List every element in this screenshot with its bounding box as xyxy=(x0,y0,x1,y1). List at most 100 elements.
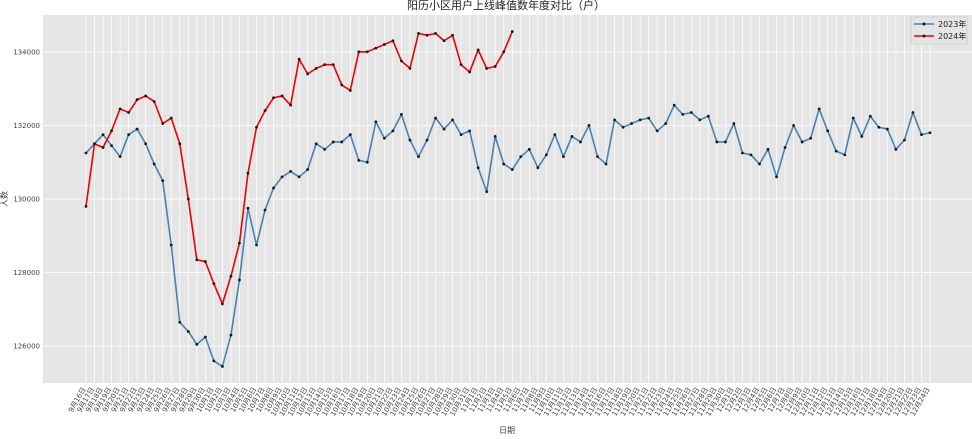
data-point xyxy=(272,186,275,190)
data-point xyxy=(843,153,847,157)
data-point xyxy=(604,162,608,166)
data-point xyxy=(920,133,923,137)
data-point xyxy=(510,168,514,171)
data-point xyxy=(195,258,199,262)
data-point xyxy=(186,197,190,201)
data-point xyxy=(527,147,531,151)
data-point xyxy=(255,243,258,247)
data-point xyxy=(348,133,352,137)
data-point xyxy=(647,116,651,120)
data-point xyxy=(323,63,327,67)
data-point xyxy=(425,138,429,142)
y-tick-label: 128000 xyxy=(13,269,40,277)
data-point xyxy=(664,122,668,125)
data-point xyxy=(127,111,131,114)
data-point xyxy=(894,147,898,151)
data-point xyxy=(510,30,514,33)
data-point xyxy=(238,278,241,282)
data-point xyxy=(306,72,310,76)
data-point xyxy=(93,142,96,146)
data-point xyxy=(826,129,830,133)
data-point xyxy=(553,133,557,137)
data-point xyxy=(118,155,122,159)
legend-marker xyxy=(922,34,926,38)
data-point xyxy=(374,120,378,124)
data-point xyxy=(783,146,787,149)
x-axis-ticks: 9月16日9月17日9月18日9月19日9月20日9月21日9月22日9月23日… xyxy=(67,386,932,418)
data-point xyxy=(221,302,224,306)
data-point xyxy=(681,112,685,116)
data-point xyxy=(203,335,207,339)
data-point xyxy=(144,94,148,98)
y-axis-label: 人数 xyxy=(0,191,9,207)
data-point xyxy=(749,153,753,157)
data-point xyxy=(536,166,540,170)
data-point xyxy=(868,114,872,118)
data-point xyxy=(229,333,233,337)
data-point xyxy=(468,129,472,133)
data-point xyxy=(118,107,122,111)
data-point xyxy=(451,118,454,122)
data-point xyxy=(152,162,156,166)
data-point xyxy=(596,155,599,159)
data-point xyxy=(468,70,472,74)
data-point xyxy=(476,48,480,52)
data-point xyxy=(178,320,182,324)
data-point xyxy=(706,114,710,118)
data-point xyxy=(161,179,165,183)
data-point xyxy=(212,282,216,286)
legend-box xyxy=(910,16,968,45)
data-point xyxy=(110,129,113,133)
data-point xyxy=(186,330,190,333)
data-point xyxy=(809,136,813,140)
data-point xyxy=(613,118,616,122)
data-point xyxy=(357,158,361,162)
data-point xyxy=(408,66,412,70)
data-point xyxy=(817,107,821,111)
data-point xyxy=(374,46,378,50)
data-point xyxy=(144,142,148,146)
x-axis-label: 日期 xyxy=(499,426,515,435)
data-point xyxy=(885,127,889,131)
data-point xyxy=(340,83,344,87)
data-point xyxy=(851,116,855,120)
data-point xyxy=(195,342,199,346)
data-point xyxy=(289,103,293,107)
data-point xyxy=(493,135,497,138)
data-point xyxy=(314,66,318,70)
legend-label: 2024年 xyxy=(938,31,966,41)
data-point xyxy=(758,162,761,166)
data-point xyxy=(732,122,736,125)
data-point xyxy=(331,63,335,67)
data-point xyxy=(877,125,881,129)
data-point xyxy=(203,260,207,263)
data-point xyxy=(655,129,659,133)
data-point xyxy=(135,127,139,131)
y-tick-label: 126000 xyxy=(13,343,40,351)
data-point xyxy=(365,160,369,164)
data-point xyxy=(587,124,591,127)
data-point xyxy=(775,175,778,179)
data-point xyxy=(621,125,625,129)
data-point xyxy=(519,155,523,159)
data-point xyxy=(127,133,131,137)
data-point xyxy=(562,155,565,159)
data-point xyxy=(502,162,506,166)
y-axis-ticks: 126000 128000 130000 132000 134000 xyxy=(13,48,40,350)
data-point xyxy=(834,149,838,153)
data-point xyxy=(348,89,352,92)
data-point xyxy=(860,135,864,138)
data-point xyxy=(391,39,395,43)
data-point xyxy=(178,142,182,146)
data-point xyxy=(246,206,250,210)
data-point xyxy=(255,125,258,129)
series-line xyxy=(85,104,931,368)
data-point xyxy=(442,39,446,43)
data-point xyxy=(110,144,113,148)
data-point xyxy=(391,129,395,133)
data-point xyxy=(169,243,173,247)
data-point xyxy=(476,166,480,170)
data-point xyxy=(689,111,693,114)
y-tick-label: 130000 xyxy=(13,196,40,204)
